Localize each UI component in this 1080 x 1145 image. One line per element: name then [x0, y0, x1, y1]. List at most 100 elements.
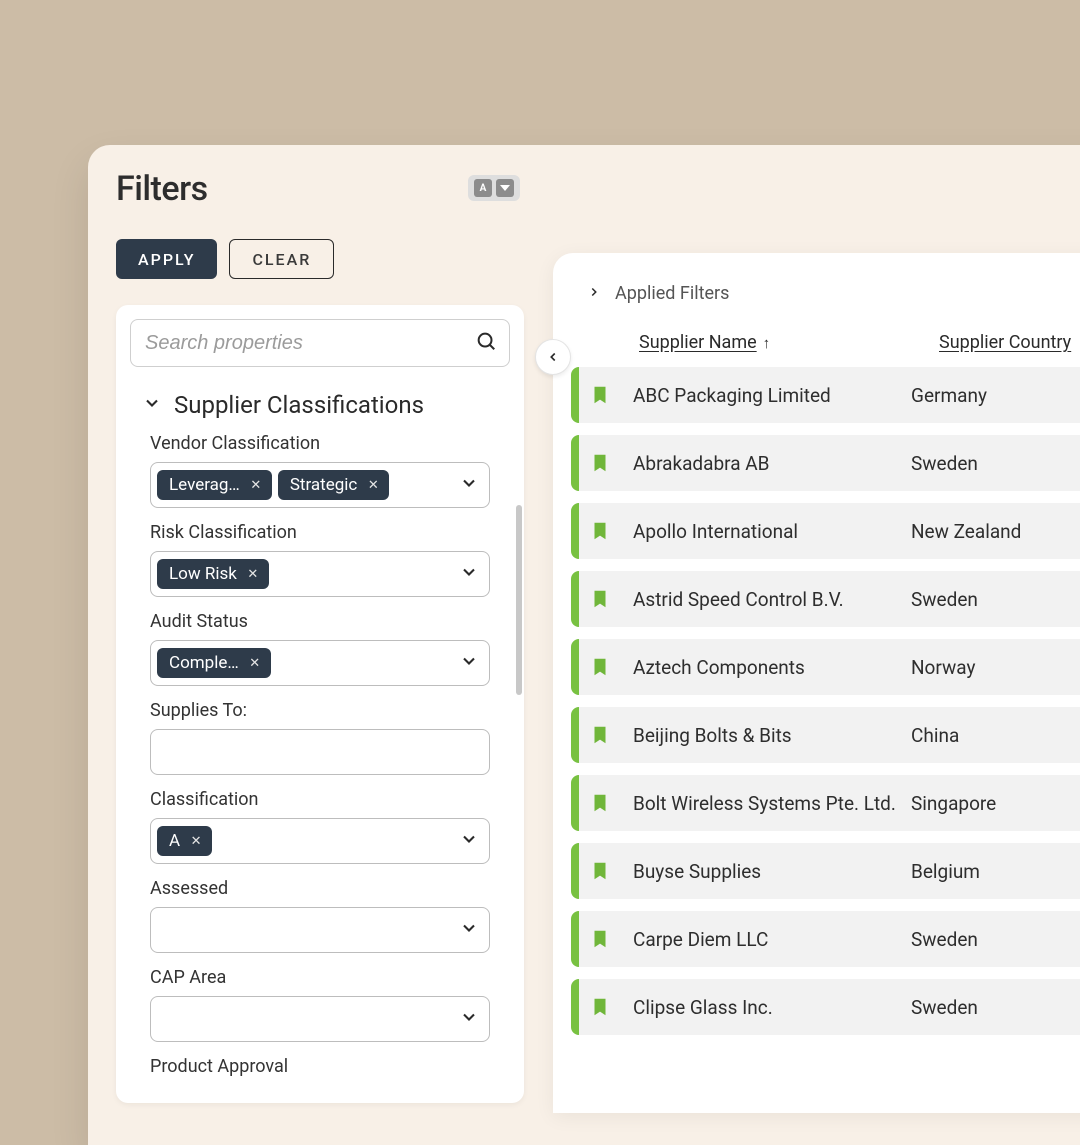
cell-supplier-country: Sweden [911, 996, 1080, 1019]
cell-supplier-country: Sweden [911, 588, 1080, 611]
vendor-classification-select[interactable]: Leverag… Strategic [150, 462, 490, 508]
row-accent [571, 979, 579, 1035]
filters-title: Filters [116, 169, 526, 209]
assessed-select[interactable] [150, 907, 490, 953]
cell-supplier-name: Beijing Bolts & Bits [627, 724, 911, 747]
cell-supplier-name: Abrakadabra AB [627, 452, 911, 475]
chevron-down-icon [142, 391, 162, 419]
bookmark-icon[interactable] [589, 993, 627, 1021]
sort-asc-button[interactable]: A [474, 179, 492, 197]
results-rows: ABC Packaging LimitedGermany Abrakadabra … [571, 367, 1080, 1035]
bookmark-icon[interactable] [589, 789, 627, 817]
sort-asc-icon: ↑ [763, 334, 771, 352]
search-input[interactable] [145, 332, 475, 355]
collapse-panel-button[interactable] [535, 339, 571, 375]
table-row[interactable]: Astrid Speed Control B.V.Sweden [571, 571, 1080, 627]
cap-area-select[interactable] [150, 996, 490, 1042]
field-vendor-classification: Vendor Classification Leverag… Strategic [150, 433, 490, 508]
field-supplies-to: Supplies To: [150, 700, 490, 775]
row-accent [571, 843, 579, 899]
row-accent [571, 571, 579, 627]
cell-supplier-country: Singapore [911, 792, 1080, 815]
cell-supplier-name: ABC Packaging Limited [627, 384, 911, 407]
cell-supplier-name: Buyse Supplies [627, 860, 911, 883]
audit-status-select[interactable]: Comple… [150, 640, 490, 686]
bookmark-icon[interactable] [589, 721, 627, 749]
chip: A [157, 826, 212, 856]
search-icon[interactable] [475, 330, 497, 356]
bookmark-icon[interactable] [589, 585, 627, 613]
field-label: Product Approval [150, 1056, 490, 1077]
row-accent [571, 911, 579, 967]
bookmark-icon[interactable] [589, 925, 627, 953]
cell-supplier-country: Norway [911, 656, 1080, 679]
chevron-down-icon [459, 829, 479, 853]
row-accent [571, 367, 579, 423]
chip-remove-icon[interactable] [365, 477, 381, 493]
field-assessed: Assessed [150, 878, 490, 953]
chevron-down-icon [459, 562, 479, 586]
chip-remove-icon[interactable] [248, 477, 264, 493]
row-accent [571, 435, 579, 491]
chevron-down-icon [459, 918, 479, 942]
filters-column: Filters A APPLY CLEAR Supp [116, 169, 526, 1103]
col-supplier-name[interactable]: Supplier Name ↑ [639, 332, 939, 353]
row-accent [571, 775, 579, 831]
row-accent [571, 639, 579, 695]
chip-remove-icon[interactable] [247, 655, 263, 671]
table-row[interactable]: Clipse Glass Inc.Sweden [571, 979, 1080, 1035]
sort-desc-button[interactable] [496, 179, 514, 197]
table-header: Supplier Name ↑ Supplier Country [639, 332, 1080, 353]
field-product-approval: Product Approval [150, 1056, 490, 1077]
chevron-down-icon [459, 473, 479, 497]
field-label: Classification [150, 789, 490, 810]
field-label: Audit Status [150, 611, 490, 632]
bookmark-icon[interactable] [589, 857, 627, 885]
chevron-down-icon [459, 1007, 479, 1031]
chip: Strategic [278, 470, 390, 500]
apply-button[interactable]: APPLY [116, 239, 217, 279]
chip-remove-icon[interactable] [245, 566, 261, 582]
cell-supplier-name: Clipse Glass Inc. [627, 996, 911, 1019]
field-label: Assessed [150, 878, 490, 899]
cell-supplier-country: China [911, 724, 1080, 747]
cell-supplier-country: Germany [911, 384, 1080, 407]
field-audit-status: Audit Status Comple… [150, 611, 490, 686]
field-label: Vendor Classification [150, 433, 490, 454]
risk-classification-select[interactable]: Low Risk [150, 551, 490, 597]
table-row[interactable]: Buyse SuppliesBelgium [571, 843, 1080, 899]
bookmark-icon[interactable] [589, 449, 627, 477]
supplies-to-select[interactable] [150, 729, 490, 775]
cell-supplier-country: Belgium [911, 860, 1080, 883]
filter-buttons-row: APPLY CLEAR [116, 239, 526, 279]
field-cap-area: CAP Area [150, 967, 490, 1042]
applied-filters-label: Applied Filters [615, 283, 729, 304]
table-row[interactable]: Aztech ComponentsNorway [571, 639, 1080, 695]
chevron-right-icon [587, 284, 601, 303]
cell-supplier-country: Sweden [911, 452, 1080, 475]
table-row[interactable]: Bolt Wireless Systems Pte. Ltd.Singapore [571, 775, 1080, 831]
col-supplier-country[interactable]: Supplier Country [939, 332, 1080, 353]
classification-select[interactable]: A [150, 818, 490, 864]
table-row[interactable]: ABC Packaging LimitedGermany [571, 367, 1080, 423]
chip-remove-icon[interactable] [188, 833, 204, 849]
section-header[interactable]: Supplier Classifications [142, 391, 510, 419]
table-row[interactable]: Carpe Diem LLCSweden [571, 911, 1080, 967]
clear-button[interactable]: CLEAR [229, 239, 334, 279]
cell-supplier-name: Apollo International [627, 520, 911, 543]
applied-filters-toggle[interactable]: Applied Filters [587, 283, 1080, 304]
table-row[interactable]: Apollo InternationalNew Zealand [571, 503, 1080, 559]
panel-scrollbar-thumb[interactable] [516, 505, 522, 695]
bookmark-icon[interactable] [589, 517, 627, 545]
table-row[interactable]: Abrakadabra ABSweden [571, 435, 1080, 491]
filters-panel: Supplier Classifications Vendor Classifi… [116, 305, 524, 1103]
chevron-down-icon [459, 651, 479, 675]
sort-toggle-group: A [468, 175, 520, 201]
table-row[interactable]: Beijing Bolts & BitsChina [571, 707, 1080, 763]
bookmark-icon[interactable] [589, 381, 627, 409]
cell-supplier-name: Astrid Speed Control B.V. [627, 588, 911, 611]
row-accent [571, 707, 579, 763]
bookmark-icon[interactable] [589, 653, 627, 681]
chip: Comple… [157, 648, 271, 678]
results-column: Applied Filters Supplier Name ↑ Supplier… [553, 253, 1080, 1113]
